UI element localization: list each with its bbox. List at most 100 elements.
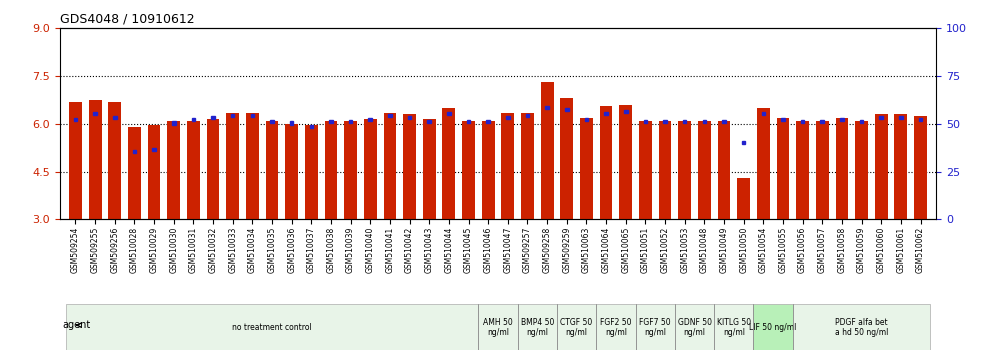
Bar xyxy=(467,120,470,123)
Bar xyxy=(462,121,475,219)
Bar xyxy=(407,116,411,119)
Bar xyxy=(856,121,868,219)
Bar xyxy=(793,304,930,350)
Bar xyxy=(521,113,534,219)
Bar xyxy=(501,113,514,219)
Bar xyxy=(841,118,844,121)
Bar xyxy=(717,121,730,219)
Text: agent: agent xyxy=(63,320,91,330)
Bar xyxy=(821,120,824,123)
Bar xyxy=(526,114,529,117)
Bar xyxy=(565,108,569,111)
Bar xyxy=(231,114,234,117)
Bar xyxy=(251,114,254,117)
Bar xyxy=(172,121,175,125)
Bar xyxy=(879,116,883,119)
Bar xyxy=(191,118,195,121)
Bar xyxy=(698,121,711,219)
Bar xyxy=(605,112,608,115)
Bar xyxy=(899,116,902,119)
Text: FGF2 50
ng/ml: FGF2 50 ng/ml xyxy=(601,318,631,337)
Bar xyxy=(894,114,907,219)
Bar xyxy=(754,304,793,350)
Bar xyxy=(89,100,102,219)
Bar xyxy=(781,118,785,121)
Bar xyxy=(714,304,754,350)
Bar xyxy=(620,105,632,219)
Bar xyxy=(486,120,490,123)
Bar xyxy=(206,119,219,219)
Bar xyxy=(918,118,922,121)
Bar xyxy=(113,116,117,119)
Bar xyxy=(801,120,805,123)
Bar xyxy=(816,121,829,219)
Bar xyxy=(600,106,613,219)
Text: LIF 50 ng/ml: LIF 50 ng/ml xyxy=(749,323,797,332)
Bar xyxy=(478,304,518,350)
Bar xyxy=(388,114,391,117)
Bar xyxy=(152,148,155,152)
Bar xyxy=(187,121,200,219)
Bar xyxy=(737,178,750,219)
Text: CTGF 50
ng/ml: CTGF 50 ng/ml xyxy=(561,318,593,337)
Bar xyxy=(796,121,809,219)
Bar xyxy=(541,82,554,219)
Bar xyxy=(702,120,706,123)
Text: AMH 50
ng/ml: AMH 50 ng/ml xyxy=(483,318,513,337)
Bar xyxy=(639,121,651,219)
Bar xyxy=(132,150,136,153)
Bar xyxy=(762,112,765,115)
Bar xyxy=(580,118,593,219)
Bar xyxy=(330,120,333,123)
Bar xyxy=(742,141,745,144)
Bar xyxy=(364,119,376,219)
Bar xyxy=(442,108,455,219)
Bar xyxy=(147,126,160,219)
Bar xyxy=(285,124,298,219)
Bar xyxy=(447,112,450,115)
Bar xyxy=(383,113,396,219)
Bar xyxy=(836,118,849,219)
Text: KITLG 50
ng/ml: KITLG 50 ng/ml xyxy=(717,318,751,337)
Bar xyxy=(506,116,510,119)
Bar xyxy=(109,102,122,219)
Bar xyxy=(860,120,864,123)
Bar xyxy=(325,121,338,219)
Bar xyxy=(635,304,675,350)
Legend: transformed count, percentile rank within the sample: transformed count, percentile rank withi… xyxy=(65,320,257,352)
Bar xyxy=(167,121,180,219)
Bar xyxy=(757,108,770,219)
Bar xyxy=(66,304,478,350)
Text: FGF7 50
ng/ml: FGF7 50 ng/ml xyxy=(639,318,671,337)
Bar xyxy=(310,125,313,129)
Bar xyxy=(270,120,274,123)
Bar xyxy=(69,102,82,219)
Text: PDGF alfa bet
a hd 50 ng/ml: PDGF alfa bet a hd 50 ng/ml xyxy=(835,318,888,337)
Bar xyxy=(643,120,647,123)
Bar xyxy=(305,126,318,219)
Bar xyxy=(561,98,573,219)
Bar xyxy=(914,116,927,219)
Bar xyxy=(663,120,666,123)
Bar xyxy=(349,120,353,123)
Bar xyxy=(94,112,97,115)
Bar xyxy=(546,106,549,109)
Bar xyxy=(623,110,627,113)
Bar xyxy=(722,120,726,123)
Bar xyxy=(777,118,790,219)
Bar xyxy=(678,121,691,219)
Bar xyxy=(403,114,416,219)
Text: no treatment control: no treatment control xyxy=(232,323,312,332)
Bar xyxy=(290,121,294,125)
Bar xyxy=(557,304,597,350)
Bar xyxy=(211,116,215,119)
Bar xyxy=(683,120,686,123)
Bar xyxy=(226,113,239,219)
Bar xyxy=(246,113,259,219)
Bar xyxy=(597,304,635,350)
Bar xyxy=(874,114,887,219)
Bar xyxy=(423,119,435,219)
Bar xyxy=(266,121,279,219)
Bar xyxy=(128,127,140,219)
Bar xyxy=(585,118,589,121)
